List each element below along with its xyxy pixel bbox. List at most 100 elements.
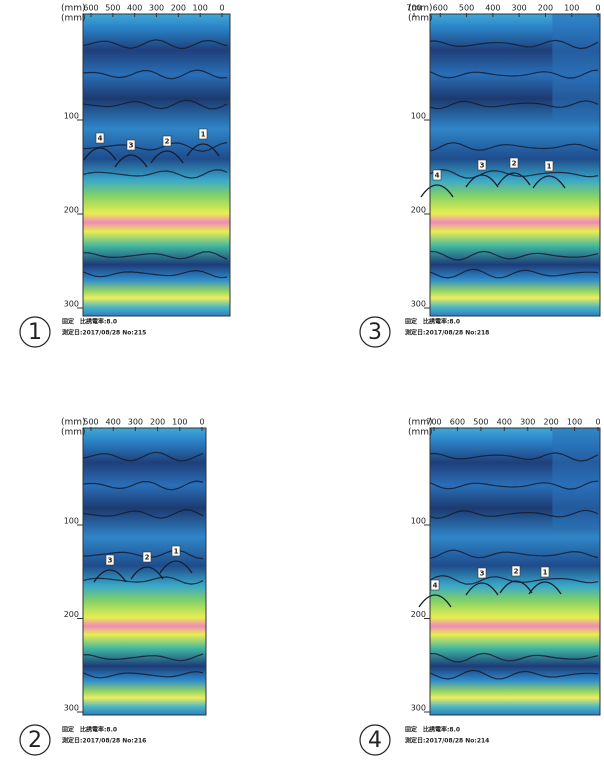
marker-box [142, 551, 152, 563]
x-tick-label: 300 [520, 418, 535, 427]
contour-line [429, 39, 599, 50]
x-tick-label: 100 [564, 4, 579, 13]
marker-label: 4 [98, 135, 103, 143]
reflection [418, 594, 452, 608]
caption-line: 固定 比誘電率:8.0 [405, 318, 460, 326]
scan-border [429, 13, 601, 317]
reflection [150, 150, 184, 164]
scan-panel: (mm)(mm)500 400 300 200 100 0 100 200 300 3 2 1 2 固定 … [19, 418, 207, 756]
marker-box [126, 139, 136, 151]
reflection [497, 172, 531, 186]
reflection [159, 560, 193, 574]
panel-number: 1 [28, 320, 42, 345]
marker-box [430, 579, 440, 591]
contour-line [429, 142, 599, 152]
surface-zone [552, 428, 600, 529]
y-tick-label: 100 [411, 517, 426, 526]
marker-box [477, 567, 487, 579]
y-tick-label: 200 [411, 206, 426, 215]
x-tick-label: 0 [595, 4, 600, 13]
caption-line: 測定日:2017/08/28 No:215 [62, 329, 146, 337]
y-tick-label: 300 [411, 704, 426, 713]
x-tick-label: 500 [105, 4, 120, 13]
marker-box [432, 169, 442, 181]
reflection [114, 154, 148, 168]
x-tick-label: 100 [172, 418, 187, 427]
panel-number-circle [359, 724, 391, 756]
unit-top: (mm) [61, 4, 86, 14]
x-tick-label: 400 [497, 418, 512, 427]
x-tick-label: 0 [595, 418, 600, 427]
marker-box [540, 566, 550, 578]
scan-panel: (mm)(mm)600 500 400 300 200 100 0 100 200 300 4 3 2 1… [19, 4, 231, 348]
marker-box [509, 157, 519, 169]
contour-line [429, 100, 599, 110]
x-tick-label: 600 [83, 4, 98, 13]
x-tick-label: 200 [171, 4, 186, 13]
caption-line: 固定 比誘電率:8.0 [405, 726, 460, 734]
x-tick-label: 600 [433, 4, 448, 13]
marker-label: 1 [547, 163, 552, 171]
scan-image [83, 428, 206, 715]
contour-line [82, 480, 204, 491]
surface-zone [552, 14, 600, 120]
contour-line [429, 69, 599, 79]
contour-line [429, 452, 599, 462]
unit-top: (mm) [408, 4, 433, 14]
contour-line [82, 269, 228, 279]
marker-label: 2 [514, 568, 519, 576]
reflection [528, 581, 562, 595]
panel-number-circle [359, 316, 391, 348]
reflection [186, 143, 220, 157]
y-tick-label: 200 [64, 610, 79, 619]
marker-box [95, 132, 105, 144]
contour-line [82, 169, 228, 179]
marker-box [477, 159, 487, 171]
x-tick-label: 500 [473, 418, 488, 427]
x-tick-label: 400 [106, 418, 121, 427]
panel-number: 4 [368, 728, 382, 753]
marker-label: 3 [108, 557, 113, 565]
contour-line [82, 99, 228, 110]
y-tick-label: 100 [64, 517, 79, 526]
x-tick-label: 300 [512, 4, 527, 13]
x-tick-label: 300 [149, 4, 164, 13]
reflection [93, 569, 127, 583]
panel-number-circle [19, 724, 51, 756]
x-tick-label: 500 [83, 418, 98, 427]
contour-line [82, 39, 228, 49]
unit-left: (mm) [61, 428, 86, 438]
x-tick-label: 100 [567, 418, 582, 427]
reflection [83, 147, 117, 161]
caption-line: 測定日:2017/08/28 No:216 [62, 737, 146, 745]
scan-border [429, 427, 601, 716]
x-tick-label: 200 [538, 4, 553, 13]
marker-label: 2 [145, 554, 150, 562]
x-tick-label: 200 [544, 418, 559, 427]
marker-label: 1 [543, 569, 548, 577]
marker-label: 1 [201, 131, 206, 139]
x-tick-label: 300 [128, 418, 143, 427]
unit-left: (mm) [61, 14, 86, 24]
x-tick-label: 200 [150, 418, 165, 427]
caption-line: 固定 比誘電率:8.0 [62, 318, 117, 326]
marker-box [171, 545, 181, 557]
x-tick-label: 600 [450, 418, 465, 427]
x-tick-label: 0 [219, 4, 224, 13]
unit-left: (mm) [408, 428, 433, 438]
panel-number: 2 [28, 728, 42, 753]
contour-line [82, 653, 204, 662]
contour-line [82, 671, 204, 679]
contour-line [429, 268, 599, 279]
contour-line [429, 168, 599, 179]
marker-box [544, 160, 554, 172]
marker-label: 4 [435, 172, 440, 180]
marker-label: 3 [129, 142, 134, 150]
y-tick-label: 300 [411, 300, 426, 309]
marker-box [162, 135, 172, 147]
caption-line: 固定 比誘電率:8.0 [62, 726, 117, 734]
contour-line [82, 576, 204, 585]
marker-label: 2 [512, 160, 517, 168]
